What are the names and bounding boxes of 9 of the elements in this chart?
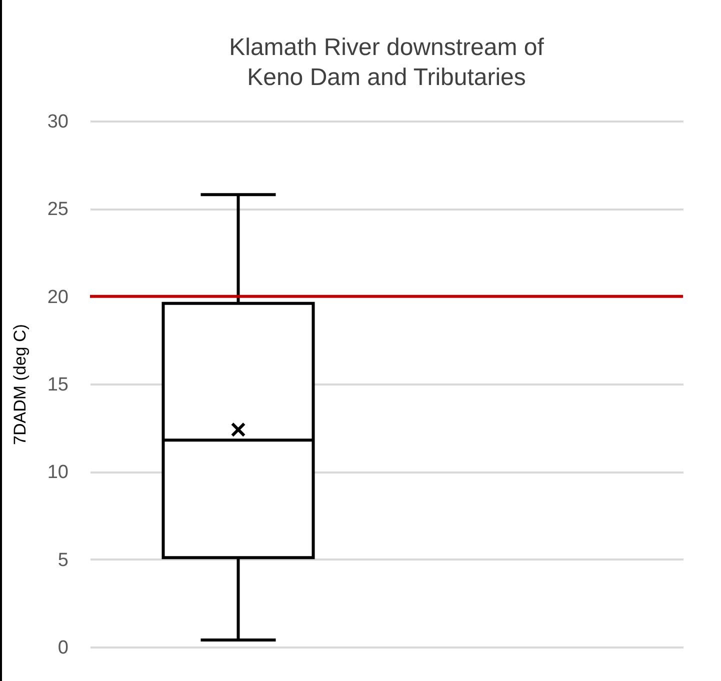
y-tick-label: 25 — [47, 199, 68, 220]
y-tick-label: 15 — [47, 374, 68, 396]
y-tick-label: 5 — [58, 550, 68, 571]
chart-title: Klamath River downstream of Keno Dam and Tributaries — [229, 34, 544, 91]
y-axis-title: 7DADM (deg C) — [10, 324, 30, 445]
y-tick-label: 30 — [47, 112, 68, 132]
y-tick-label: 10 — [47, 462, 68, 484]
y-tick-label: 20 — [47, 286, 68, 308]
y-tick-label: 0 — [58, 638, 68, 658]
